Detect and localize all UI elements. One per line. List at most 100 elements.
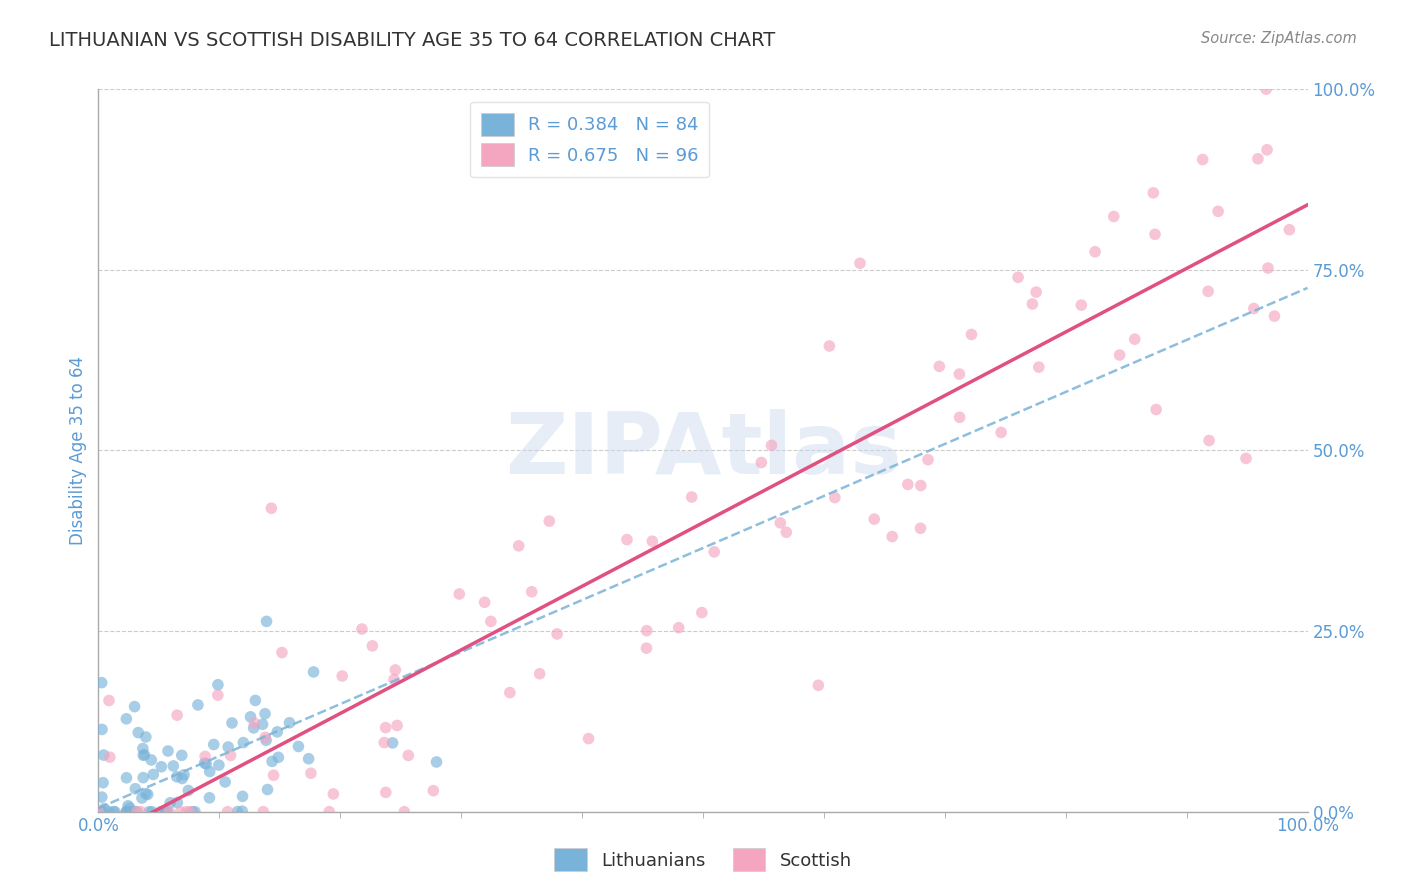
Point — [245, 693, 267, 707]
Point — [135, 730, 157, 744]
Point — [125, 805, 148, 819]
Point — [198, 790, 221, 805]
Point — [93, 748, 115, 763]
Point — [422, 783, 444, 797]
Point — [120, 805, 142, 819]
Point — [97, 805, 120, 819]
Point — [1007, 270, 1029, 285]
Point — [256, 615, 278, 629]
Point — [179, 805, 201, 819]
Point — [254, 731, 277, 745]
Point — [208, 758, 231, 772]
Point — [127, 725, 149, 739]
Point — [824, 491, 846, 505]
Point — [253, 706, 276, 721]
Point — [115, 771, 138, 785]
Point — [124, 781, 146, 796]
Point — [87, 805, 110, 819]
Point — [1197, 285, 1219, 299]
Point — [267, 750, 290, 764]
Legend: Lithuanians, Scottish: Lithuanians, Scottish — [547, 841, 859, 879]
Text: Source: ZipAtlas.com: Source: ZipAtlas.com — [1201, 31, 1357, 46]
Point — [159, 796, 181, 810]
Point — [807, 678, 830, 692]
Point — [1028, 360, 1050, 375]
Point — [118, 801, 141, 815]
Point — [396, 748, 419, 763]
Point — [751, 455, 773, 469]
Point — [910, 478, 932, 492]
Point — [231, 804, 253, 818]
Point — [546, 627, 568, 641]
Point — [1102, 210, 1125, 224]
Point — [636, 624, 658, 638]
Point — [960, 327, 983, 342]
Point — [117, 805, 139, 819]
Point — [198, 764, 221, 779]
Point — [93, 801, 115, 815]
Point — [449, 587, 471, 601]
Point — [217, 739, 239, 754]
Point — [169, 805, 191, 819]
Point — [616, 533, 638, 547]
Point — [202, 738, 225, 752]
Point — [176, 805, 198, 819]
Point — [374, 785, 396, 799]
Point — [166, 708, 188, 723]
Point — [761, 438, 783, 452]
Point — [214, 775, 236, 789]
Point — [156, 805, 179, 819]
Point — [1278, 223, 1301, 237]
Point — [1234, 451, 1257, 466]
Point — [1070, 298, 1092, 312]
Point — [90, 805, 112, 819]
Point — [184, 805, 207, 819]
Y-axis label: Disability Age 35 to 64: Disability Age 35 to 64 — [69, 356, 87, 545]
Point — [221, 716, 243, 731]
Point — [318, 805, 340, 819]
Text: LITHUANIAN VS SCOTTISH DISABILITY AGE 35 TO 64 CORRELATION CHART: LITHUANIAN VS SCOTTISH DISABILITY AGE 35… — [49, 31, 776, 50]
Point — [1021, 297, 1043, 311]
Point — [1025, 285, 1047, 299]
Point — [384, 663, 406, 677]
Point — [232, 736, 254, 750]
Point — [681, 490, 703, 504]
Point — [298, 752, 321, 766]
Point — [132, 741, 155, 756]
Point — [239, 710, 262, 724]
Point — [263, 768, 285, 782]
Point — [162, 759, 184, 773]
Point — [382, 673, 405, 687]
Point — [499, 685, 522, 699]
Point — [194, 756, 217, 771]
Point — [474, 595, 496, 609]
Point — [252, 717, 274, 731]
Point — [177, 783, 200, 797]
Point — [1206, 204, 1229, 219]
Point — [271, 646, 294, 660]
Point — [278, 715, 301, 730]
Point — [125, 805, 148, 819]
Point — [115, 805, 138, 819]
Point — [302, 665, 325, 679]
Point — [882, 530, 904, 544]
Point — [1256, 143, 1278, 157]
Point — [125, 805, 148, 819]
Point — [1263, 309, 1285, 323]
Point — [508, 539, 530, 553]
Text: ZIPAtlas: ZIPAtlas — [505, 409, 901, 492]
Point — [863, 512, 886, 526]
Point — [90, 790, 112, 805]
Point — [641, 534, 664, 549]
Point — [520, 584, 543, 599]
Point — [1142, 186, 1164, 200]
Point — [207, 678, 229, 692]
Point — [153, 805, 176, 819]
Point — [260, 501, 283, 516]
Point — [172, 772, 194, 786]
Point — [142, 767, 165, 781]
Point — [1256, 82, 1278, 96]
Point — [150, 760, 173, 774]
Point — [115, 805, 138, 819]
Point — [90, 675, 112, 690]
